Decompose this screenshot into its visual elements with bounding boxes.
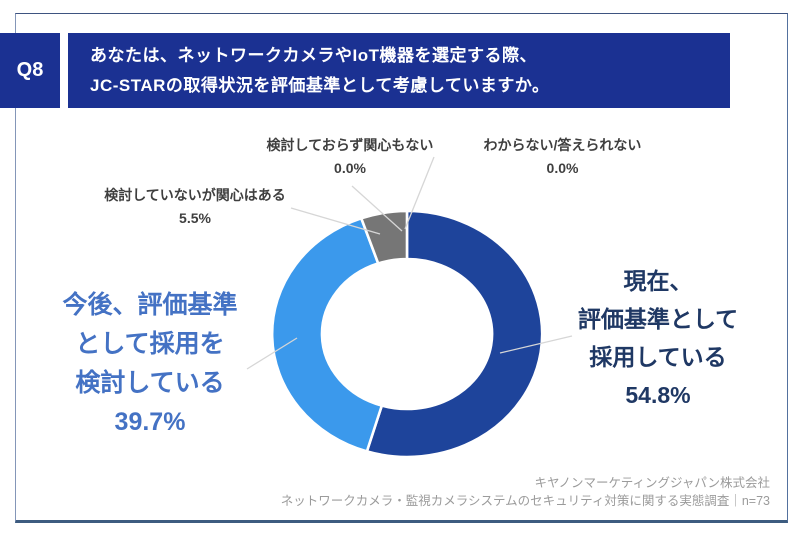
label-current-line1: 現在、 bbox=[623, 268, 693, 294]
label-current-line3: 採用している bbox=[589, 344, 727, 370]
survey-company: キヤノンマーケティングジャパン株式会社 bbox=[534, 476, 770, 490]
donut-segment-2 bbox=[360, 209, 409, 265]
callout-interested-label: 検討していないが関心はある bbox=[104, 187, 286, 203]
leader-line-0 bbox=[290, 207, 381, 235]
leader-line-1 bbox=[351, 185, 403, 232]
label-future-value: 39.7% bbox=[114, 408, 186, 436]
callout-not-interested: 検討しておらず関心もない 0.0% bbox=[230, 134, 470, 180]
survey-credit: キヤノンマーケティングジャパン株式会社 ネットワークカメラ・監視カメラシステムの… bbox=[281, 474, 770, 510]
callout-not-interested-value: 0.0% bbox=[334, 160, 366, 176]
callout-unknown-label: わからない/答えられない bbox=[483, 137, 642, 153]
question-number-badge: Q8 bbox=[0, 33, 60, 108]
label-current-value: 54.8% bbox=[625, 382, 691, 408]
label-future-line3: 検討している bbox=[75, 369, 225, 397]
label-current-line2: 評価基準として bbox=[577, 306, 739, 332]
donut-segment-0 bbox=[365, 209, 544, 459]
question-banner: あなたは、ネットワークカメラやIoT機器を選定する際、 JC-STARの取得状況… bbox=[68, 33, 730, 108]
label-future-line2: として採用を bbox=[75, 330, 225, 358]
donut-segment-1 bbox=[270, 217, 384, 453]
label-future-line1: 今後、評価基準 bbox=[62, 291, 238, 319]
leader-line-2 bbox=[404, 156, 435, 230]
label-current-segment: 現在、 評価基準として 採用している 54.8% bbox=[558, 262, 758, 414]
callout-interested-value: 5.5% bbox=[179, 210, 211, 226]
callout-unknown: わからない/答えられない 0.0% bbox=[440, 134, 685, 180]
question-text-line1: あなたは、ネットワークカメラやIoT機器を選定する際、 bbox=[90, 46, 537, 65]
leader-line-4 bbox=[246, 337, 298, 370]
callout-not-interested-label: 検討しておらず関心もない bbox=[266, 137, 434, 153]
survey-title: ネットワークカメラ・監視カメラシステムのセキュリティ対策に関する実態調査｜n=7… bbox=[280, 494, 770, 508]
callout-unknown-value: 0.0% bbox=[546, 160, 579, 176]
question-number: Q8 bbox=[16, 59, 44, 81]
question-text-line2: JC-STARの取得状況を評価基準として考慮していますか。 bbox=[90, 76, 550, 95]
slide-border-frame bbox=[15, 13, 788, 523]
leader-line-3 bbox=[499, 335, 573, 354]
callout-interested: 検討していないが関心はある 5.5% bbox=[75, 184, 315, 230]
label-future-segment: 今後、評価基準 として採用を 検討している 39.7% bbox=[33, 286, 267, 442]
